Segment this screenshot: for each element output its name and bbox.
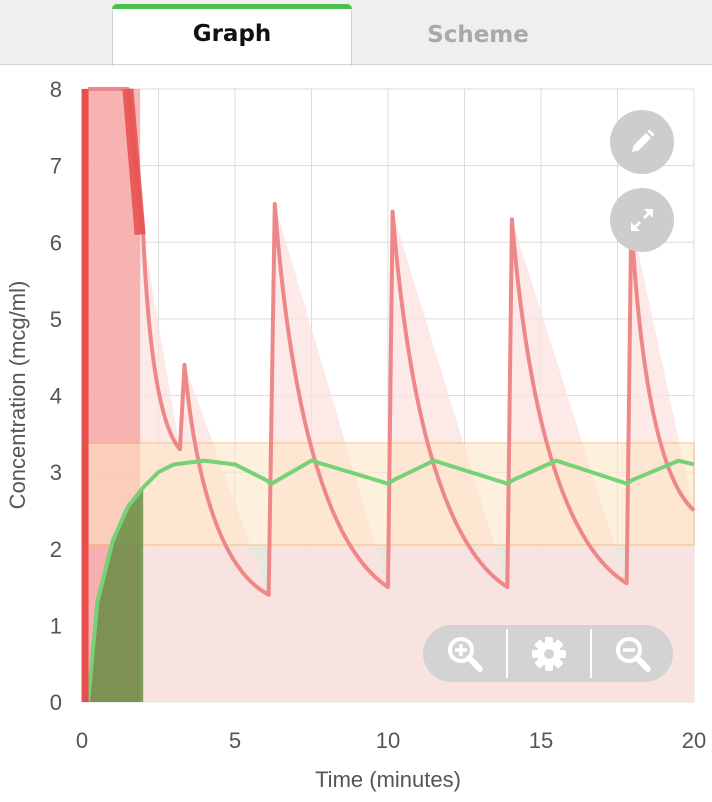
zoom-toolbar bbox=[423, 625, 673, 682]
effect-site-line bbox=[86, 458, 695, 703]
tab-scheme[interactable]: Scheme bbox=[427, 22, 529, 48]
gear-icon bbox=[531, 636, 566, 671]
edit-button[interactable] bbox=[610, 110, 674, 174]
pencil-icon bbox=[632, 129, 655, 152]
effect-induction-area bbox=[88, 487, 144, 702]
toolbar-separator bbox=[590, 629, 592, 678]
y-tick-label: 0 bbox=[50, 690, 62, 715]
y-tick-label: 2 bbox=[50, 537, 62, 562]
tab-divider bbox=[0, 64, 712, 65]
x-tick-label: 10 bbox=[376, 728, 400, 753]
x-tick-label: 5 bbox=[229, 728, 241, 753]
x-axis-label: Time (minutes) bbox=[315, 767, 461, 792]
y-tick-label: 5 bbox=[50, 307, 62, 332]
x-tick-label: 15 bbox=[529, 728, 553, 753]
infusion-bar bbox=[122, 88, 146, 236]
zoom-out-icon bbox=[615, 636, 651, 672]
zoom-in-button[interactable] bbox=[423, 625, 506, 682]
y-tick-label: 1 bbox=[50, 613, 62, 638]
plasma-concentration-line bbox=[87, 87, 696, 597]
y-tick-label: 3 bbox=[50, 460, 62, 485]
concentration-chart: 0 1 2 3 4 5 6 7 8 0 5 10 15 20 Time (minutes) Concent… bbox=[5, 77, 706, 792]
y-tick-label: 6 bbox=[50, 230, 62, 255]
settings-button[interactable] bbox=[507, 625, 590, 682]
tab-graph[interactable]: Graph bbox=[112, 4, 352, 66]
zoom-in-icon bbox=[447, 636, 483, 672]
x-tick-label: 20 bbox=[682, 728, 706, 753]
chart-series bbox=[81, 87, 696, 703]
x-tick-label: 0 bbox=[76, 728, 88, 753]
y-axis-label: Concentration (mcg/ml) bbox=[5, 281, 30, 510]
y-tick-label: 8 bbox=[50, 77, 62, 102]
toolbar-separator bbox=[506, 629, 508, 678]
y-tick-label: 7 bbox=[50, 154, 62, 179]
tab-bar: Graph Scheme bbox=[0, 0, 712, 66]
expand-icon bbox=[631, 209, 653, 231]
expand-button[interactable] bbox=[610, 188, 674, 252]
y-tick-label: 4 bbox=[50, 384, 62, 409]
chart-ticks: 0 1 2 3 4 5 6 7 8 0 5 10 15 20 bbox=[50, 77, 706, 753]
zoom-out-button[interactable] bbox=[591, 625, 674, 682]
